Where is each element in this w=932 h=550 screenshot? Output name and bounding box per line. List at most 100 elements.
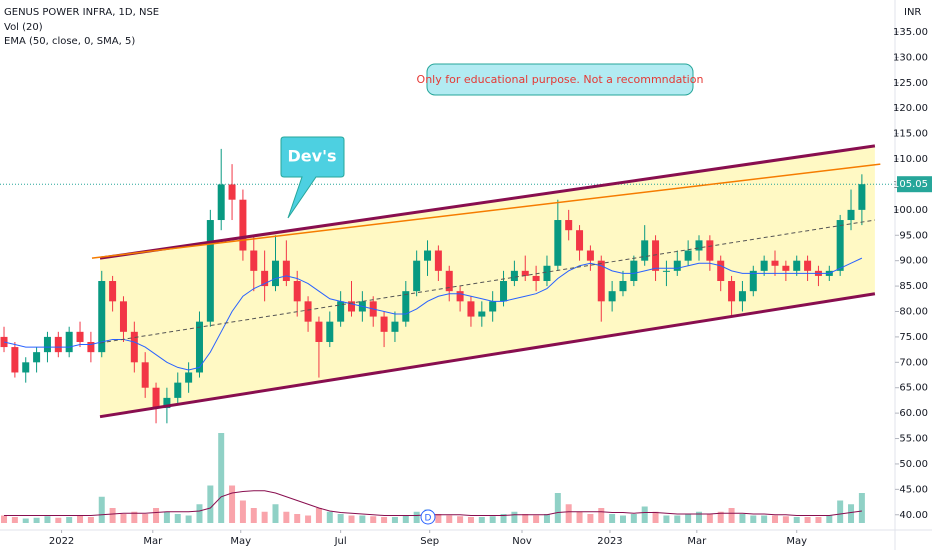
candle-body [576,230,584,251]
volume-bar [153,508,160,523]
ema-line [3,257,863,371]
candle-body [315,321,323,342]
candle-body [98,281,106,353]
volume-bar [467,517,474,523]
candle-body [521,270,529,276]
volume-bar [782,516,789,523]
volume-bar [196,504,203,523]
x-tick-label: May [230,536,251,547]
candle-body [489,301,497,312]
volume-bar [218,433,225,523]
candle-body [467,301,475,317]
candle-body [348,301,356,312]
volume-bar [120,514,127,523]
candle-body [608,291,616,302]
y-tick-label: 80.00 [899,306,928,317]
volume-bar [478,517,485,523]
last-price-box [897,176,932,193]
candle-body [413,260,421,292]
candle-body [33,352,41,363]
candle-body [11,347,19,373]
candle-body [380,316,388,332]
volume-bar [229,485,236,523]
candle-body [445,270,453,292]
y-tick-label: 45.00 [899,484,928,495]
candle-body [858,184,866,210]
candle-body [261,270,269,287]
plot-area [0,144,895,523]
currency-label: INR [904,7,921,18]
event-label[interactable]: D [425,514,432,524]
candle-body [271,260,279,287]
volume-bar [815,517,822,523]
candle-body [543,265,551,282]
volume-bar [435,514,442,523]
volume-bar [239,500,246,523]
x-tick-label: Mar [143,536,163,547]
y-tick-label: 130.00 [893,52,928,63]
volume-bar [446,515,453,523]
y-tick-label: 100.00 [893,205,928,216]
volume-bar [630,514,637,523]
volume-bar [381,517,388,523]
y-tick-label: 120.00 [893,103,928,114]
candle-body [456,291,464,302]
candle-body [326,321,334,342]
volume-bar [163,511,170,523]
callout-bubble [280,136,345,219]
candle-body [76,331,84,342]
volume-bar [837,500,844,523]
volume-bar [315,508,322,523]
candle-body [206,220,214,322]
volume-bar [739,514,746,523]
volume-bar [305,515,312,523]
y-tick-label: 115.00 [893,129,928,140]
y-tick-label: 95.00 [899,230,928,241]
volume-bar [619,515,626,523]
candle-body [250,250,258,271]
volume-bar [22,518,29,523]
candle-body [239,199,247,251]
trend-line [91,163,881,259]
volume-bar [533,515,540,523]
volume-bar [793,517,800,523]
volume-bar [728,508,735,523]
candle-body [337,301,345,322]
x-tick-label: Jul [334,536,347,547]
candle-body [836,220,844,271]
y-tick-label: 125.00 [893,78,928,89]
candle-body [402,291,410,322]
candle-body [217,184,225,221]
channel-upper [99,144,876,260]
candle-body [65,331,73,353]
x-tick-label: Nov [512,536,532,547]
candle-body [619,281,627,292]
volume-bar [370,516,377,523]
y-tick-label: 90.00 [899,256,928,267]
y-tick-label: 65.00 [899,383,928,394]
candle-body [706,240,714,261]
candle-body [684,250,692,261]
volume-bar [77,515,84,523]
y-tick-label: 40.00 [899,510,928,521]
candle-body [293,281,301,302]
volume-bar [750,515,757,523]
volume-bar [848,504,855,523]
volume-bar [131,511,138,523]
volume-bar [1,515,8,523]
y-tick-label: 75.00 [899,332,928,343]
y-tick-label: 70.00 [899,357,928,368]
candle-body [760,260,768,271]
channel-lower [99,292,876,419]
event-marker[interactable] [420,509,436,525]
candle-body [597,260,605,302]
candle-body [195,321,203,373]
volume-bar [674,515,681,523]
candle-body [804,260,812,271]
x-tick-label: May [786,536,807,547]
candle-body [109,281,117,302]
volume-bar [695,511,702,523]
volume-bar [348,515,355,523]
y-tick-label: 50.00 [899,459,928,470]
candle-body [586,250,594,261]
